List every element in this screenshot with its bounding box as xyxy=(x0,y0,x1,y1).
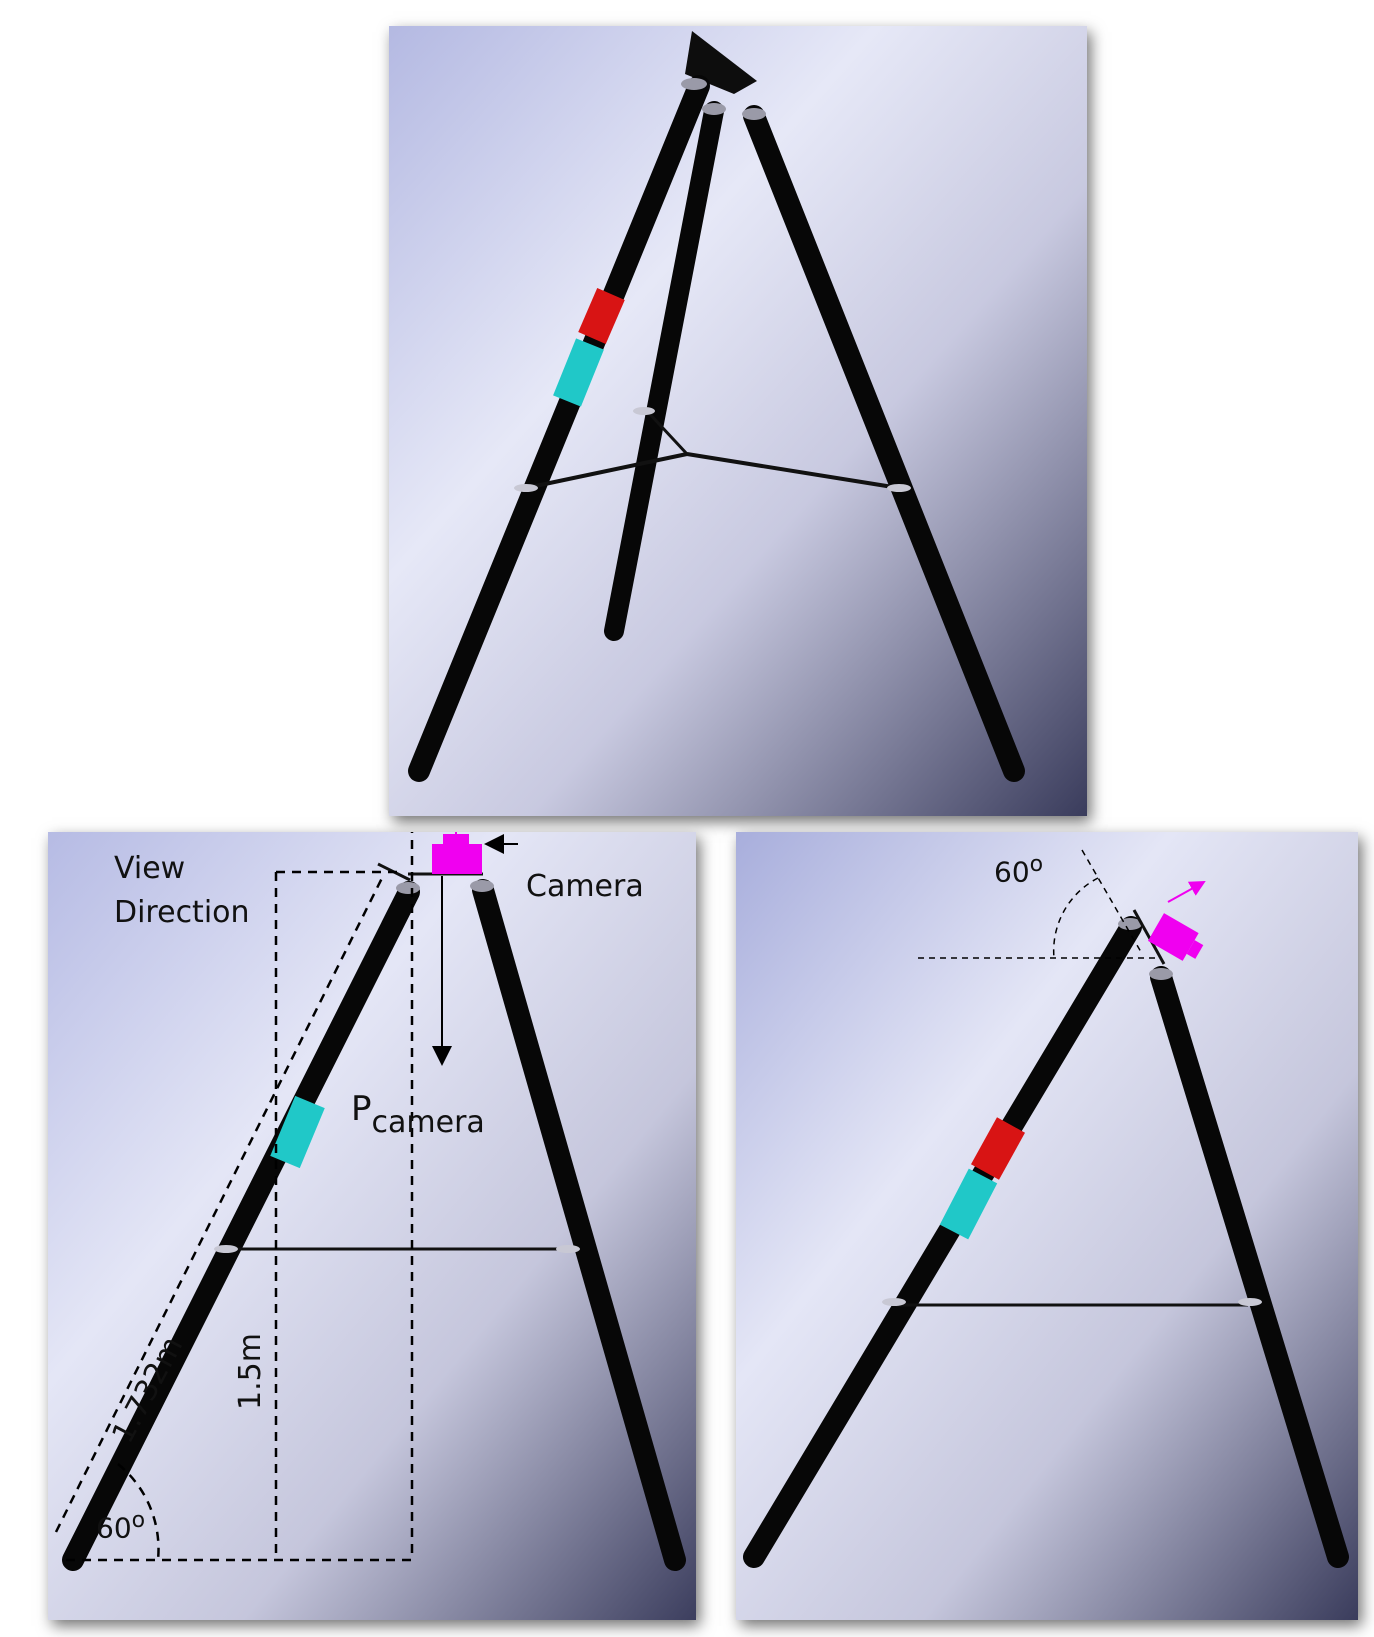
angle-arc-left xyxy=(117,1463,160,1561)
camera-view-arrow xyxy=(1167,881,1206,903)
view-direction-label-2: Direction xyxy=(114,895,250,930)
clamp-ring xyxy=(556,1245,580,1253)
cyan-sleeve xyxy=(939,1168,998,1240)
tripod-leg-left xyxy=(62,881,420,1571)
camera-body xyxy=(1148,913,1199,961)
angle-construction-lines xyxy=(918,849,1156,959)
spreader-bar xyxy=(525,452,688,490)
tripod-leg-right xyxy=(472,879,686,1571)
dimension-lines xyxy=(54,832,414,1562)
view-direction-label-1: View xyxy=(114,851,186,886)
clamp-ring xyxy=(882,1298,906,1306)
angle-left-deg: o xyxy=(131,1508,146,1533)
cyan-sleeve xyxy=(553,338,604,407)
tripod-3d-drawing xyxy=(389,26,1087,816)
p-camera-sub: camera xyxy=(371,1105,485,1140)
joint-cap xyxy=(470,880,494,892)
tripod-leg-back xyxy=(604,101,724,641)
tripod-leg-right xyxy=(743,105,1025,782)
clamp-ring xyxy=(514,484,538,492)
angle-label-left: 60o xyxy=(96,1510,145,1542)
tripod-tilted-camera-panel: 60o xyxy=(736,832,1358,1620)
clamp-ring xyxy=(887,484,911,492)
joint-cap xyxy=(702,103,726,115)
p-camera-main: P xyxy=(351,1089,372,1129)
angle-left-num: 60 xyxy=(96,1511,132,1545)
leg-length-dashed xyxy=(54,873,386,1533)
clamp-ring xyxy=(633,407,655,415)
joint-cap xyxy=(681,78,707,90)
cyan-sleeve xyxy=(270,1095,325,1169)
joint-cap xyxy=(1149,968,1173,980)
head-plate xyxy=(1132,909,1166,965)
tripod-tilted-drawing xyxy=(736,832,1358,1620)
joint-cap xyxy=(1118,918,1142,930)
joint-cap xyxy=(742,108,766,120)
angle-right-deg: o xyxy=(1029,852,1044,877)
tripod-leg-left xyxy=(743,916,1142,1568)
clamp-ring xyxy=(1238,1298,1262,1306)
red-sleeve xyxy=(970,1117,1026,1180)
height-label: 1.5m xyxy=(233,1333,268,1410)
angle-right-num: 60 xyxy=(994,855,1030,889)
camera-top xyxy=(1186,940,1204,959)
panel-background xyxy=(736,832,1358,1620)
spreader-bar xyxy=(645,409,689,456)
camera-body xyxy=(432,844,482,874)
camera-label: Camera xyxy=(526,869,644,904)
tilted-camera xyxy=(1148,913,1204,961)
camera-axis-dashed xyxy=(1081,849,1142,953)
angle-arc-right xyxy=(1052,877,1099,959)
tripod-3d-view-panel xyxy=(389,26,1087,816)
tripod-side-drawing xyxy=(48,832,696,1620)
spreader-bar xyxy=(686,452,900,490)
angle-label-right: 60o xyxy=(994,854,1043,886)
camera-top xyxy=(443,834,469,846)
red-sleeve xyxy=(578,288,625,344)
tripod-side-view-panel: View Direction Camera Pcamera 1.732m 1.5… xyxy=(48,832,696,1620)
tripod-leg-left xyxy=(408,75,710,782)
tripod-leg-right xyxy=(1150,966,1349,1568)
p-camera-label: Pcamera xyxy=(351,1089,485,1138)
joint-cap xyxy=(396,882,420,894)
clamp-ring xyxy=(214,1245,238,1253)
